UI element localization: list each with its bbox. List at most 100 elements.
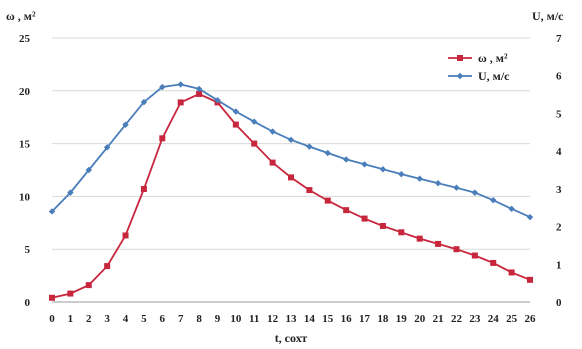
series-1-point-17 <box>361 161 368 168</box>
x-tick-label-10: 10 <box>230 313 242 325</box>
x-tick-label-3: 3 <box>104 313 110 325</box>
x-tick-label-2: 2 <box>86 313 92 325</box>
series-1-point-16 <box>342 156 350 163</box>
series-1-point-20 <box>416 175 423 182</box>
series-1-point-9 <box>214 97 221 104</box>
series-1-point-19 <box>398 170 405 178</box>
series-0-point-6 <box>159 135 166 142</box>
series-0-point-23 <box>471 252 478 259</box>
series-1-point-14 <box>306 143 313 150</box>
series-1-point-7 <box>177 81 184 88</box>
series-1-point-3 <box>103 144 111 151</box>
y-right-tick-label-3: 3 <box>556 184 562 196</box>
series-1-point-21 <box>434 180 442 187</box>
series-0-point-4 <box>122 232 129 239</box>
series-0-point-15 <box>324 197 331 204</box>
series-0-point-16 <box>343 207 350 214</box>
series-1-point-23 <box>471 189 479 196</box>
series-0-point-5 <box>140 186 147 193</box>
series-0-point-12 <box>269 159 276 166</box>
y-axis-right-title: U, м/с <box>532 9 564 23</box>
x-tick-label-5: 5 <box>141 313 147 325</box>
legend-item-omega: ω , м² <box>448 51 508 65</box>
x-tick-label-16: 16 <box>341 313 353 325</box>
series-1-point-12 <box>269 128 276 135</box>
series-0-point-3 <box>104 263 111 270</box>
x-tick-label-21: 21 <box>433 313 444 325</box>
axes: ω , м² U, м/с t, сохт 051015202501234567… <box>6 9 564 345</box>
x-tick-label-1: 1 <box>68 313 74 325</box>
x-tick-label-19: 19 <box>396 313 408 325</box>
series-0-point-19 <box>398 229 405 236</box>
series-0-point-21 <box>435 240 442 247</box>
x-tick-label-8: 8 <box>196 313 202 325</box>
x-tick-label-18: 18 <box>377 313 389 325</box>
legend: ω , м² U, м/с <box>448 51 510 83</box>
y-left-tick-label-20: 20 <box>19 86 31 98</box>
x-tick-label-24: 24 <box>488 313 500 325</box>
x-tick-label-17: 17 <box>359 313 371 325</box>
x-tick-label-4: 4 <box>123 313 129 325</box>
grid <box>52 37 530 303</box>
y-left-tick-label-15: 15 <box>19 139 31 151</box>
series-1-point-26 <box>526 213 534 221</box>
y-axis-left-title: ω , м² <box>6 9 36 23</box>
series-1-point-0 <box>48 208 56 215</box>
series-0-point-11 <box>251 140 258 147</box>
series-1-point-6 <box>159 83 166 91</box>
series-1-point-1 <box>67 189 74 196</box>
y-right-tick-label-6: 6 <box>556 71 562 83</box>
x-tick-label-22: 22 <box>451 313 463 325</box>
series-1-point-10 <box>232 108 240 115</box>
y-right-tick-label-4: 4 <box>556 146 562 158</box>
x-tick-label-14: 14 <box>304 313 316 325</box>
series-1-point-15 <box>324 149 331 157</box>
legend-velocity-marker <box>456 72 464 80</box>
y-right-tick-label-2: 2 <box>556 222 562 234</box>
x-tick-label-12: 12 <box>267 313 279 325</box>
legend-velocity-label: U, м/с <box>478 69 510 83</box>
series <box>48 81 534 301</box>
series-1-point-5 <box>140 98 148 106</box>
x-tick-label-26: 26 <box>525 313 537 325</box>
x-tick-label-23: 23 <box>469 313 481 325</box>
series-1-point-24 <box>490 196 497 204</box>
y-right-tick-label-1: 1 <box>556 259 562 271</box>
series-0-point-2 <box>85 282 92 289</box>
x-tick-label-9: 9 <box>215 313 221 325</box>
y-right-tick-label-7: 7 <box>556 33 562 45</box>
series-0-point-24 <box>490 259 497 266</box>
x-tick-label-11: 11 <box>249 313 259 325</box>
legend-item-velocity: U, м/с <box>448 69 510 83</box>
y-left-tick-label-10: 10 <box>19 191 31 203</box>
series-0-point-0 <box>49 294 55 301</box>
series-0-point-10 <box>232 121 239 128</box>
series-1-point-13 <box>287 136 295 144</box>
y-right-tick-label-5: 5 <box>556 108 562 120</box>
legend-omega-label: ω , м² <box>478 51 508 65</box>
x-axis-title: t, сохт <box>275 331 308 345</box>
series-1-point-11 <box>251 118 258 125</box>
series-0-point-7 <box>177 99 184 106</box>
series-1-point-25 <box>508 205 515 213</box>
x-tick-label-20: 20 <box>414 313 426 325</box>
series-line-1 <box>51 83 531 218</box>
x-tick-label-13: 13 <box>286 313 298 325</box>
series-0-point-20 <box>416 235 423 242</box>
series-0-point-25 <box>508 269 515 276</box>
legend-omega-marker <box>457 55 463 61</box>
series-0-point-22 <box>453 246 460 253</box>
series-0-point-14 <box>306 187 313 194</box>
x-tick-label-15: 15 <box>322 313 334 325</box>
series-0-point-26 <box>527 276 533 283</box>
series-1-point-8 <box>195 85 203 93</box>
x-tick-label-25: 25 <box>506 313 518 325</box>
series-1-point-4 <box>122 121 129 128</box>
x-tick-label-6: 6 <box>160 313 166 325</box>
series-1-point-2 <box>85 166 92 174</box>
series-1-point-18 <box>379 166 387 173</box>
series-0-point-1 <box>67 290 74 297</box>
x-tick-label-7: 7 <box>178 313 184 325</box>
